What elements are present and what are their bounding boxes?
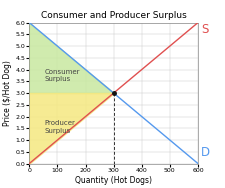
Title: Consumer and Producer Surplus: Consumer and Producer Surplus: [41, 11, 187, 20]
Text: Producer
Surplus: Producer Surplus: [45, 120, 76, 134]
Text: Consumer
Surplus: Consumer Surplus: [45, 69, 80, 82]
Text: D: D: [201, 146, 211, 159]
Polygon shape: [29, 23, 114, 93]
Polygon shape: [29, 93, 114, 164]
Text: S: S: [201, 23, 209, 36]
X-axis label: Quantity (Hot Dogs): Quantity (Hot Dogs): [75, 176, 152, 184]
Y-axis label: Price ($/Hot Dog): Price ($/Hot Dog): [3, 60, 12, 126]
